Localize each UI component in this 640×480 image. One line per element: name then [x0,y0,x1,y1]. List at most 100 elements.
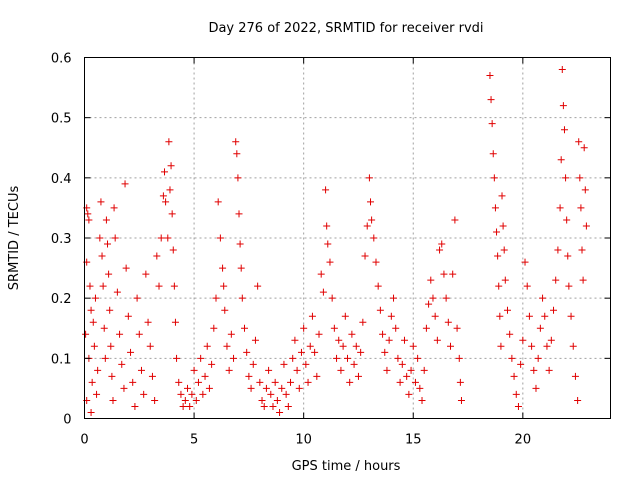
data-point [186,402,194,410]
data-point [225,366,233,374]
x-tick-label: 20 [515,433,532,448]
data-point [557,156,565,164]
data-point [164,234,172,242]
x-axis-label: GPS time / hours [292,459,401,474]
x-tick-labels: 0 5 10 15 20 [80,433,531,448]
data-point [438,240,446,248]
data-point [581,186,589,194]
data-point [232,138,240,146]
data-point [173,354,181,362]
data-point [577,204,585,212]
data-point [405,390,413,398]
data-point [429,294,437,302]
data-point [532,384,540,392]
data-point [108,372,116,380]
data-point [519,336,527,344]
data-point [453,324,461,332]
data-point [101,354,109,362]
data-point [170,282,178,290]
data-point [221,306,229,314]
data-point [84,210,92,218]
data-point [379,330,387,338]
y-tick-label: 0.5 [51,112,72,127]
data-point [184,384,192,392]
data-point [409,342,417,350]
data-point [220,282,228,290]
data-point [86,282,94,290]
data-point [563,216,571,224]
data-point [190,366,198,374]
data-point [510,372,518,380]
data-point [489,150,497,158]
data-point [276,408,284,416]
data-point [203,342,211,350]
data-point [306,342,314,350]
data-point [575,138,583,146]
data-point [578,246,586,254]
data-point [155,282,163,290]
data-point [175,378,183,386]
data-point [167,162,175,170]
data-point [216,234,224,242]
data-point [280,360,288,368]
data-point [367,198,375,206]
data-point [416,384,424,392]
data-point [361,252,369,260]
data-point [339,342,347,350]
data-point [210,324,218,332]
data-point [293,366,301,374]
data-point [580,144,588,152]
data-point [559,102,567,110]
data-point [348,330,356,338]
data-point [236,240,244,248]
data-point [106,306,114,314]
data-point [87,408,95,416]
data-point [317,270,325,278]
data-point [376,306,384,314]
data-point [418,396,426,404]
y-axis-label: SRMTID / TECUs [7,186,22,291]
data-point [212,294,220,302]
data-point [177,390,185,398]
y-tick-label: 0 [63,413,71,428]
data-point [262,384,270,392]
data-point [151,396,159,404]
data-point [199,390,207,398]
data-point [148,372,156,380]
data-point [512,390,520,398]
y-tick-label: 0.6 [51,52,72,67]
data-point [455,354,463,362]
data-point [258,396,266,404]
data-point [311,348,319,356]
x-tick-label: 10 [295,433,312,448]
data-point [319,288,327,296]
data-point [324,240,332,248]
data-point [451,216,459,224]
data-point [269,402,277,410]
data-point [490,174,498,182]
data-point [514,402,522,410]
data-point [523,282,531,290]
data-point [166,186,174,194]
data-point [442,294,450,302]
y-tick-label: 0.2 [51,292,72,307]
data-point [144,318,152,326]
data-point [420,366,428,374]
data-point [499,222,507,230]
data-point [146,342,154,350]
data-point [521,258,529,266]
data-point [374,282,382,290]
data-point [433,336,441,344]
data-point [322,186,330,194]
data-point [230,354,238,362]
data-point [357,348,365,356]
data-point [109,396,117,404]
data-point [414,354,422,362]
data-point [400,336,408,344]
data-point [545,366,553,374]
data-point [82,330,90,338]
data-point [547,336,555,344]
data-point [385,336,393,344]
data-point [238,294,246,302]
x-tick-label: 5 [190,433,198,448]
